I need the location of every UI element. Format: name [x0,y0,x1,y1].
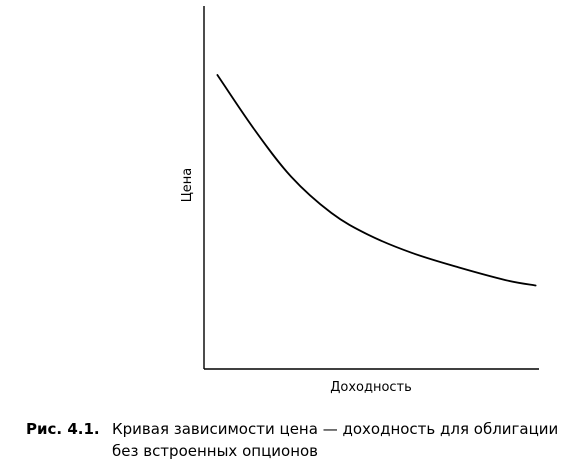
x-axis-label: Доходность [330,380,412,395]
price-yield-chart: Цена Доходность [180,6,539,395]
caption-text: Кривая зависимости цена — доходность для… [112,420,559,460]
caption-label: Рис. 4.1. [26,420,100,438]
y-axis-label: Цена [180,168,195,203]
price-yield-curve [216,74,537,287]
